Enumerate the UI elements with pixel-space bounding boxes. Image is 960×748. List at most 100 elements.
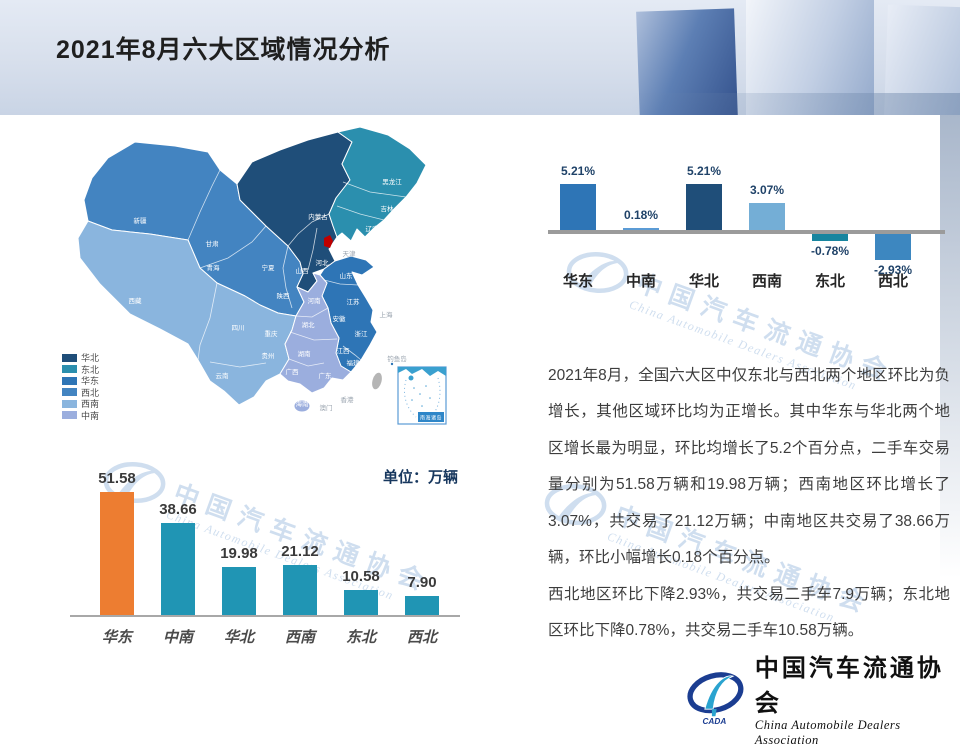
province-label: 广西 — [286, 367, 300, 376]
bar-华东 — [100, 492, 134, 615]
bar-中南 — [623, 228, 659, 230]
category-label: 东北 — [345, 629, 376, 646]
analysis-paragraph-2: 西北地区环比下降2.93%，共交易二手车7.9万辆；东北地区环比下降0.78%，… — [548, 585, 950, 639]
bar-西北 — [875, 234, 911, 260]
hainan-island — [293, 399, 311, 413]
province-border — [288, 358, 325, 367]
province-label: 湖北 — [302, 320, 316, 329]
province-label: 陕西 — [277, 291, 291, 300]
province-border — [289, 331, 338, 341]
category-label: 中南 — [625, 273, 656, 290]
cada-footer-logo: CADA 中国汽车流通协会 China Automobile Dealers A… — [686, 648, 960, 748]
slide-header: 2021年8月六大区域情况分析 — [0, 0, 960, 115]
value-label: -0.78% — [810, 244, 850, 258]
legend-swatch — [62, 353, 77, 362]
value-label: 51.58 — [98, 470, 136, 487]
province-label: 山东 — [340, 271, 354, 280]
value-label: 5.21% — [560, 164, 596, 178]
province-label: 广东 — [319, 371, 333, 380]
legend-item: 华北 — [62, 352, 99, 364]
value-label: 21.12 — [281, 543, 319, 560]
province-border — [323, 279, 359, 286]
province-label: 钓鱼岛 — [387, 354, 407, 363]
bar-西南 — [749, 203, 785, 230]
cada-emblem-icon: CADA — [687, 672, 744, 726]
bar-中南 — [161, 523, 195, 615]
legend-item: 西北 — [62, 387, 99, 399]
bar-东北 — [344, 590, 378, 615]
legend-item: 西南 — [62, 398, 99, 410]
diaoyu-island-dot — [390, 362, 394, 366]
category-label: 西北 — [877, 273, 908, 290]
category-label: 中南 — [162, 629, 193, 646]
taiwan-island — [372, 372, 382, 390]
province-border — [197, 282, 218, 361]
analysis-text-block: 2021年8月，全国六大区中仅东北与西北两个地区环比为负增长，其他区域环比均为正… — [548, 358, 950, 649]
value-label: 5.21% — [686, 164, 722, 178]
bar-西北 — [405, 596, 439, 615]
bar-华北 — [686, 184, 722, 230]
value-label: 7.90 — [407, 574, 437, 591]
region-zhongnan — [279, 272, 352, 394]
legend-swatch — [62, 399, 77, 408]
province-label: 香港 — [341, 395, 355, 404]
cada-abbr: CADA — [702, 717, 726, 726]
category-label: 华北 — [223, 629, 254, 646]
province-label: 四川 — [232, 324, 245, 332]
china-region-map: 南海诸岛 新疆 西藏 青海 甘肃 宁夏 陕西 四川 重庆 云南 贵州 广西 广东 湖南 湖北 河南 山西 河北 内… — [40, 120, 500, 450]
bar-华北 — [222, 567, 256, 615]
province-label: 宁夏 — [262, 263, 276, 272]
province-label: 上海 — [380, 310, 394, 319]
unit-label: 单位：万辆 — [382, 469, 458, 486]
map-legend: 华北 东北 华东 西北 西南 中南 — [62, 352, 99, 421]
category-label: 华北 — [688, 273, 719, 290]
analysis-paragraph-1: 2021年8月，全国六大区中仅东北与西北两个地区环比为负增长，其他区域环比均为正… — [548, 367, 950, 567]
category-label: 东北 — [814, 273, 845, 290]
page-title: 2021年8月六大区域情况分析 — [56, 36, 391, 64]
province-label: 河南 — [308, 296, 322, 305]
province-border — [287, 213, 330, 247]
province-label: 澳门 — [320, 403, 333, 412]
inset-label: 南海诸岛 — [420, 415, 442, 422]
bar-华东 — [560, 184, 596, 230]
footer-cn-name: 中国汽车流通协会 — [754, 656, 944, 717]
baseline-axis — [70, 615, 460, 617]
value-label: 38.66 — [159, 501, 197, 518]
value-label: 3.07% — [749, 183, 785, 197]
province-label: 贵州 — [262, 351, 275, 360]
legend-label: 华东 — [81, 376, 100, 387]
legend-swatch — [62, 365, 77, 374]
province-border — [342, 181, 407, 198]
province-border — [209, 361, 267, 368]
province-label: 江苏 — [347, 297, 361, 306]
province-label: 云南 — [216, 371, 230, 380]
beijing-marker — [324, 235, 333, 248]
value-label: 19.98 — [220, 545, 258, 562]
legend-item: 中南 — [62, 410, 99, 422]
value-label: 0.18% — [623, 208, 659, 222]
legend-label: 华北 — [81, 353, 100, 364]
legend-swatch — [62, 411, 77, 420]
province-label: 吉林 — [381, 204, 395, 213]
province-label: 甘肃 — [206, 239, 220, 248]
legend-label: 东北 — [81, 364, 100, 375]
legend-item: 华东 — [62, 375, 99, 387]
footer-en-name: China Automobile Dealers Association — [754, 718, 901, 747]
province-border — [336, 205, 385, 221]
legend-swatch — [62, 388, 77, 397]
province-label: 河北 — [316, 259, 330, 267]
province-label: 新疆 — [134, 216, 148, 225]
south-china-sea-inset: 南海诸岛 — [397, 366, 447, 425]
province-border — [282, 245, 293, 309]
province-label: 内蒙古 — [308, 212, 328, 221]
bar-东北 — [812, 234, 848, 241]
category-label: 华东 — [101, 629, 132, 646]
legend-label: 西北 — [81, 387, 100, 398]
province-border — [295, 307, 329, 318]
category-label: 西南 — [751, 273, 782, 290]
mom-change-bar-chart: 5.21% 华东 0.18% 中南 5.21% 华北 3.07% 西南 -0.78% 东北 -2.9… — [548, 150, 945, 300]
legend-item: 东北 — [62, 364, 99, 376]
province-border — [199, 225, 267, 269]
right-edge-gradient — [940, 115, 960, 660]
